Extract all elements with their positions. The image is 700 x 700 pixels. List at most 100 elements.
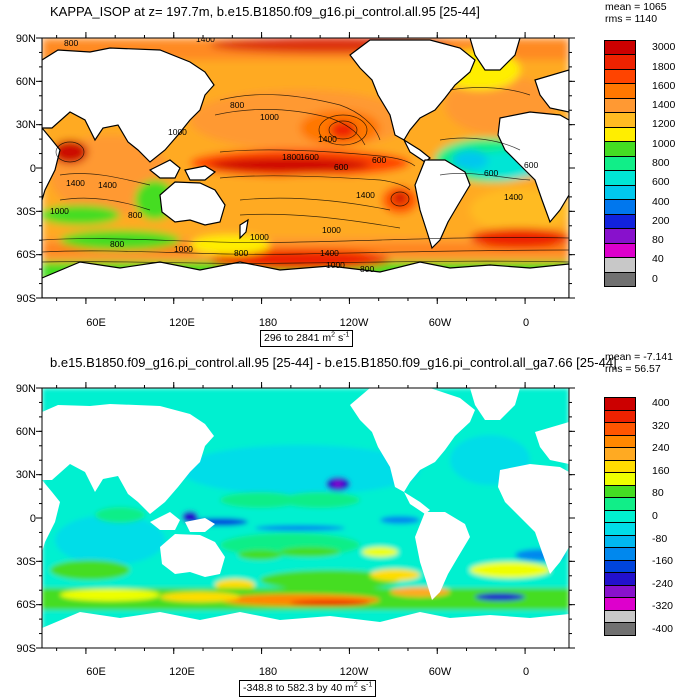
top-map: 800 1400 800 1000 1400 1000 1400 1000 18… — [42, 38, 569, 298]
contour-label: 600 — [372, 155, 386, 165]
contour-label: 1000 — [168, 127, 187, 137]
contour-label: 1400 — [98, 180, 117, 190]
contour-label: 800 — [234, 248, 248, 258]
colorbar-label: 1800 — [652, 60, 676, 73]
bottom-range-sup: 2 — [353, 681, 358, 689]
top-lat-label: 30N — [16, 119, 36, 131]
top-range-sup2: -1 — [343, 331, 350, 339]
contour-label: 1400 — [320, 248, 339, 258]
colorbar-swatch — [604, 112, 636, 128]
bottom-lon-label: 180 — [259, 666, 277, 678]
contour-label: 600 — [524, 160, 538, 170]
colorbar-swatch — [604, 397, 636, 411]
contour-label: 1400 — [318, 134, 337, 144]
contour-label: 1000 — [322, 225, 341, 235]
colorbar-swatch — [604, 40, 636, 56]
contour-label: 1000 — [174, 244, 193, 254]
bottom-rms-text: rms = 56.57 — [605, 363, 661, 375]
colorbar-label: 800 — [652, 157, 670, 169]
top-lat-label: 60N — [16, 76, 36, 88]
top-lon-label: 120W — [340, 317, 369, 329]
colorbar-swatch — [604, 257, 636, 273]
colorbar-swatch — [604, 228, 636, 244]
top-lat-label: 0 — [30, 163, 36, 175]
top-lon-label: 180 — [259, 317, 277, 329]
colorbar-swatch — [604, 609, 636, 624]
top-range-tail: s — [335, 332, 344, 344]
colorbar-label: -400 — [652, 622, 674, 635]
colorbar-label: -160 — [652, 555, 674, 568]
colorbar-swatch — [604, 484, 636, 499]
bottom-lat-label: 30S — [16, 556, 36, 568]
colorbar-label: 320 — [652, 419, 670, 432]
bottom-colorbar: 400 320 240 160 80 0 -80 -160 -240 -320 -400 — [604, 397, 673, 636]
colorbar-label: 400 — [652, 195, 670, 208]
contour-label: 1000 — [250, 232, 269, 242]
colorbar-swatch — [604, 54, 636, 70]
colorbar-swatch — [604, 170, 636, 186]
colorbar-swatch — [604, 68, 636, 85]
contour-label: 1400 — [356, 190, 375, 200]
bottom-lon-label: 60E — [86, 666, 106, 678]
top-colorbar: 3000 1800 1600 1400 1200 1000 800 600 400 200 80 40… — [604, 40, 675, 287]
bottom-mean-text: mean = -7.141 — [605, 351, 674, 363]
top-lon-label: 60E — [86, 317, 106, 329]
contour-label: 800 — [128, 210, 142, 220]
bottom-axis-ticks — [36, 382, 575, 654]
colorbar-label: 200 — [652, 214, 670, 227]
contour-label: 600 — [334, 162, 348, 172]
colorbar-swatch — [604, 141, 636, 157]
bottom-lat-label: 30N — [16, 469, 36, 481]
colorbar-swatch — [604, 271, 636, 287]
colorbar-swatch — [604, 409, 636, 424]
contour-label: 1000 — [326, 260, 345, 270]
top-lat-label: 90N — [16, 33, 36, 45]
top-lat-label: 90S — [16, 293, 36, 305]
colorbar-label: 400 — [652, 397, 670, 410]
bottom-lon-label: 120E — [169, 666, 195, 678]
colorbar-swatch — [604, 155, 636, 172]
bottom-lat-label: 60S — [16, 599, 36, 611]
colorbar-swatch — [604, 584, 636, 599]
top-lon-label: 120E — [169, 317, 195, 329]
top-range-box: 296 to 2841 m2 s-1 — [260, 330, 354, 347]
colorbar-swatch — [604, 97, 636, 114]
colorbar-label: 240 — [652, 442, 670, 455]
top-lat-label: 30S — [16, 206, 36, 218]
bottom-panel-title: b.e15.B1850.f09_g16.pi_control.all.95 [2… — [50, 355, 617, 370]
top-contours — [42, 87, 569, 264]
colorbar-swatch — [604, 447, 636, 461]
colorbar-swatch — [604, 572, 636, 586]
colorbar-swatch — [604, 559, 636, 574]
top-range-text: 296 to 2841 m — [264, 332, 332, 344]
colorbar-label: 160 — [652, 464, 670, 477]
colorbar-label: -240 — [652, 577, 674, 590]
colorbar-swatch — [604, 472, 636, 486]
colorbar-swatch — [604, 83, 636, 99]
top-lon-label: 60W — [429, 317, 452, 329]
colorbar-label: 80 — [652, 234, 664, 247]
contour-label: 800 — [230, 100, 244, 110]
colorbar-swatch — [604, 199, 636, 215]
top-rms-text: rms = 1140 — [605, 13, 658, 25]
bottom-range-sup2: -1 — [365, 681, 373, 689]
colorbar-swatch — [604, 434, 636, 449]
contour-label: 800 — [110, 239, 124, 249]
contour-label: 1400 — [66, 178, 85, 188]
contour-label: 1400 — [504, 192, 523, 202]
top-panel-title: KAPPA_ISOP at z= 197.7m, b.e15.B1850.f09… — [50, 4, 480, 19]
axis-labels: 90N 60N 30N 0 30S 60S 90S 60E 120E 180 1… — [16, 33, 529, 678]
colorbar-swatch — [604, 213, 636, 230]
bottom-lat-label: 90N — [16, 383, 36, 395]
top-contour-labels: 800 1400 800 1000 1400 1000 1400 1000 18… — [50, 38, 538, 274]
contour-label: 1000 — [50, 206, 69, 216]
contour-label: 600 — [484, 168, 498, 178]
colorbar-swatch — [604, 242, 636, 259]
bottom-range-box: -348.8 to 582.3 by 40 m2 s-1 — [239, 680, 377, 697]
contour-label: 1600 — [300, 152, 319, 162]
bottom-lat-label: 90S — [16, 643, 36, 655]
top-axis-ticks — [36, 32, 575, 304]
colorbar-swatch — [604, 126, 636, 143]
bottom-range-text: -348.8 to 582.3 by 40 m — [243, 682, 354, 694]
